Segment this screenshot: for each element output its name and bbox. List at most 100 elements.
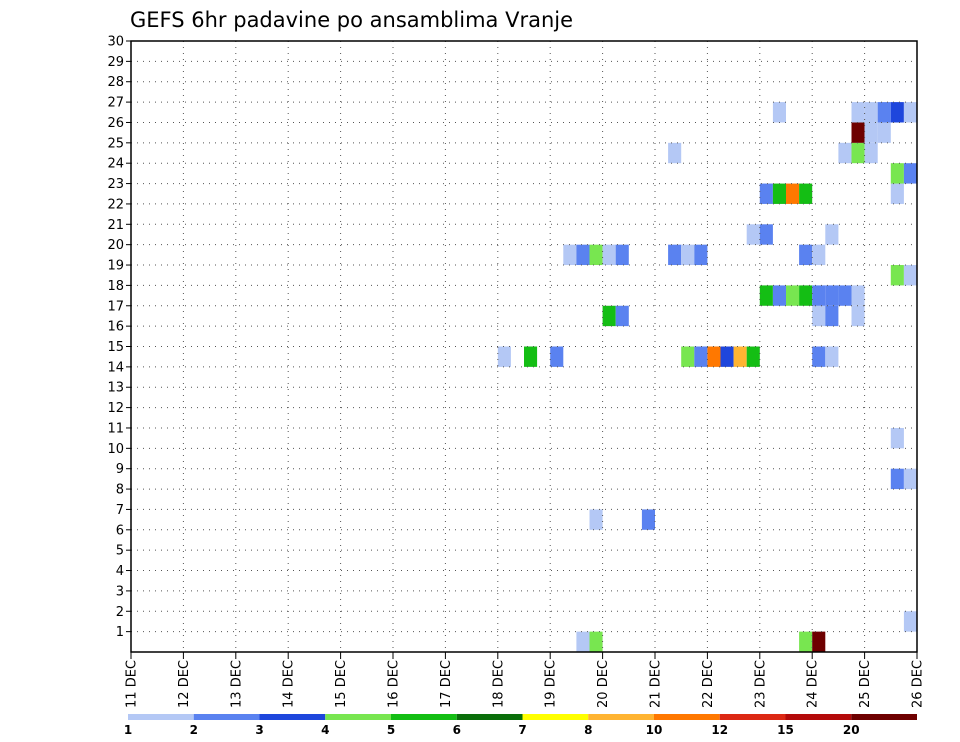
- heatmap-cell: [903, 102, 917, 123]
- x-tick-label: 16 DEC: [387, 660, 402, 708]
- legend-swatch: [851, 714, 917, 720]
- x-tick-label: 21 DEC: [649, 660, 664, 708]
- y-tick-label: 2: [116, 605, 124, 620]
- heatmap-cell: [903, 611, 917, 632]
- heatmap-cell: [799, 631, 813, 652]
- legend: 1 2 3 4 5 6 7 8 10 12 15 20: [124, 714, 917, 737]
- heatmap-cell: [799, 285, 813, 306]
- heatmap-cell: [825, 346, 839, 367]
- legend-label: 1: [124, 723, 132, 737]
- y-tick-label: 17: [107, 299, 124, 314]
- x-tick-label: 14 DEC: [282, 660, 297, 708]
- y-tick-label: 20: [107, 238, 124, 253]
- legend-swatch: [654, 714, 720, 720]
- heatmap-cell: [851, 305, 865, 327]
- y-tick-label: 18: [107, 279, 124, 294]
- heatmap-cell: [890, 468, 904, 490]
- y-tick-label: 28: [107, 75, 124, 90]
- heatmap-cell: [589, 244, 603, 266]
- y-tick-label: 30: [107, 35, 124, 50]
- heatmap-cell: [851, 285, 865, 306]
- heatmap-cell: [707, 346, 721, 367]
- legend-label: 4: [321, 723, 329, 737]
- y-tick-label: 19: [107, 259, 124, 274]
- y-tick-label: 26: [107, 116, 124, 131]
- heatmap-cell: [641, 509, 655, 530]
- legend-label: 5: [387, 723, 395, 737]
- y-tick-label: 23: [107, 177, 124, 192]
- heatmap-cell: [890, 163, 904, 184]
- x-tick-label: 13 DEC: [229, 660, 244, 708]
- heatmap-cell: [772, 183, 786, 204]
- y-tick-label: 15: [107, 340, 124, 355]
- heatmap-cell: [615, 305, 629, 327]
- y-tick-label: 4: [116, 564, 124, 579]
- heatmap-cell: [694, 244, 708, 266]
- heatmap-cell: [668, 244, 682, 266]
- heatmap-cell: [786, 285, 800, 306]
- heatmap-cell: [890, 427, 904, 449]
- x-tick-label: 15 DEC: [334, 660, 349, 708]
- heatmap-cell: [550, 346, 564, 367]
- legend-label: 10: [646, 723, 663, 737]
- heatmap-cell: [746, 346, 760, 367]
- x-tick-label: 18 DEC: [491, 660, 506, 708]
- heatmap-cell: [838, 142, 852, 164]
- legend-swatch: [128, 714, 194, 720]
- legend-swatch: [391, 714, 457, 720]
- x-tick-label: 24 DEC: [806, 660, 821, 708]
- x-axis: 11 DEC 12 DEC 13 DEC 14 DEC 15 DEC 16 DEC 17 D…: [125, 652, 926, 708]
- x-tick-label: 20 DEC: [596, 660, 611, 708]
- x-tick-label: 25 DEC: [858, 660, 873, 708]
- heatmap-cell: [825, 224, 839, 245]
- y-tick-label: 14: [107, 360, 124, 375]
- y-tick-label: 8: [116, 483, 124, 498]
- y-tick-label: 12: [107, 401, 124, 416]
- heatmap-cell: [589, 631, 603, 652]
- x-tick-label: 17 DEC: [439, 660, 454, 708]
- heatmap-cell: [681, 244, 695, 266]
- heatmap-cell: [903, 163, 917, 184]
- heatmap-cell: [864, 142, 878, 164]
- heatmap-cell: [812, 631, 826, 652]
- legend-swatch: [522, 714, 589, 720]
- heatmap-cell: [772, 285, 786, 306]
- heatmap-cell: [812, 305, 826, 327]
- heatmap-cell: [772, 102, 786, 123]
- heatmap-cell: [890, 183, 904, 204]
- y-tick-label: 24: [107, 157, 124, 172]
- heatmap-cell: [668, 142, 682, 164]
- heatmap-cell: [825, 285, 839, 306]
- heatmap-cell: [825, 305, 839, 327]
- x-tick-label: 22 DEC: [701, 660, 716, 708]
- x-tick-label: 12 DEC: [177, 660, 192, 708]
- legend-label: 8: [584, 723, 592, 737]
- legend-label: 7: [518, 723, 526, 737]
- heatmap-cell: [864, 122, 878, 143]
- heatmap-cell: [602, 244, 616, 266]
- heatmap-cell: [851, 122, 865, 143]
- legend-swatch: [325, 714, 391, 720]
- x-tick-label: 26 DEC: [911, 660, 926, 708]
- y-tick-label: 10: [107, 442, 124, 457]
- y-tick-label: 21: [107, 218, 124, 233]
- y-tick-label: 6: [116, 523, 124, 538]
- heatmap-cell: [615, 244, 629, 266]
- heatmap-cell: [799, 244, 813, 266]
- y-tick-label: 25: [107, 136, 124, 151]
- heatmap-cell: [786, 183, 800, 204]
- legend-label: 12: [711, 723, 728, 737]
- grid-lines: [131, 40, 918, 652]
- chart-title: GEFS 6hr padavine po ansamblima Vranje: [130, 8, 573, 32]
- legend-swatch: [785, 714, 852, 720]
- y-axis: 1234567891011121314151617181920212223242…: [107, 35, 131, 640]
- legend-label: 20: [843, 723, 860, 737]
- heatmap-cell: [602, 305, 616, 327]
- heatmap-cell: [838, 285, 852, 306]
- heatmap-cell: [576, 244, 590, 266]
- heatmap-cell: [812, 285, 826, 306]
- heatmap-cell: [812, 346, 826, 367]
- x-tick-label: 19 DEC: [544, 660, 559, 708]
- legend-label: 2: [190, 723, 198, 737]
